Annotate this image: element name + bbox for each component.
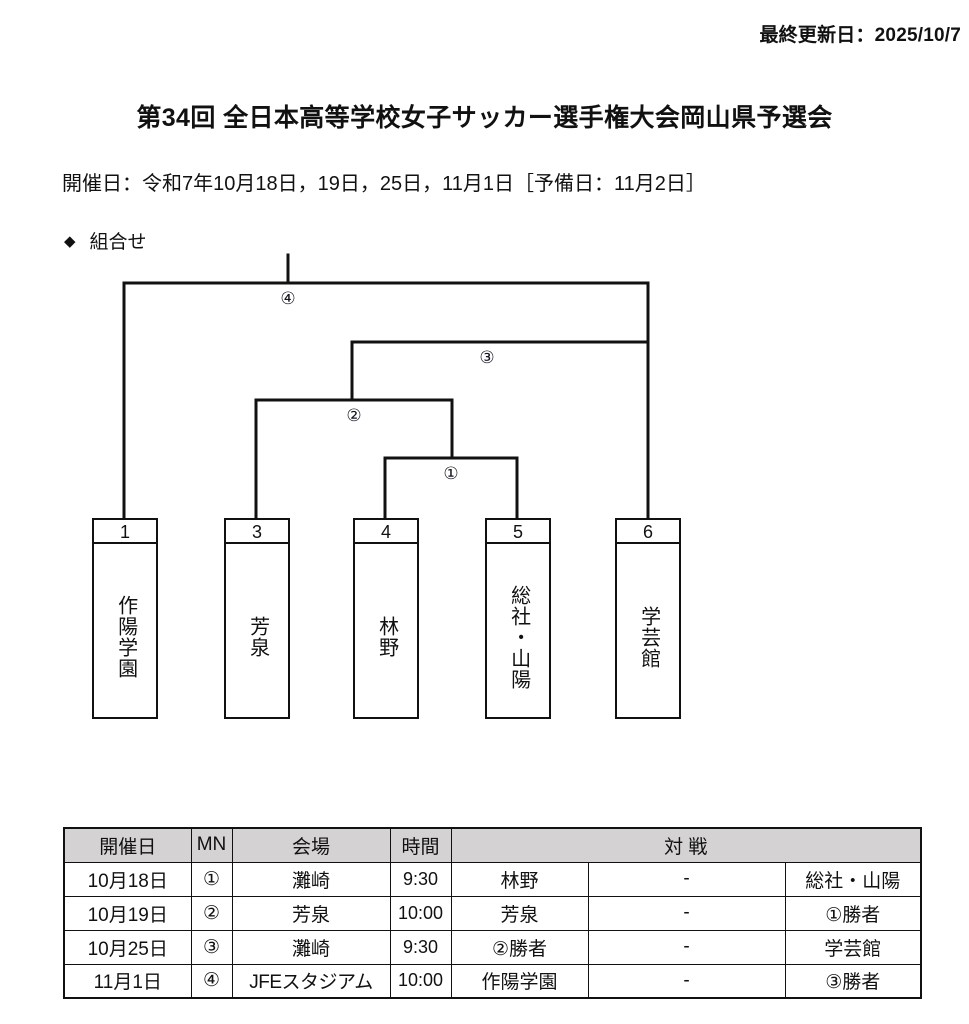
cell-away-3: 学芸館 — [784, 929, 922, 965]
cell-mn-3: ③ — [190, 929, 233, 965]
team-name-gakugeikan: 学芸館 — [637, 605, 660, 669]
team-box-soja-sanyo[interactable]: 5 総社・山陽 — [485, 518, 551, 719]
team-name-hosen: 芳泉 — [246, 616, 269, 658]
cell-mn-4: ④ — [190, 963, 233, 999]
cell-home-4: 作陽学園 — [450, 963, 589, 999]
cell-venue-4: JFEスタジアム — [231, 963, 391, 999]
table-row: 10月18日 ① 灘崎 9:30 林野 - 総社・山陽 — [63, 861, 922, 897]
team-box-sakuyo[interactable]: 1 作陽学園 — [92, 518, 158, 719]
cell-mn-1: ① — [190, 861, 233, 897]
team-name-hayashino: 林野 — [375, 616, 398, 658]
header-time: 時間 — [389, 827, 452, 863]
cell-home-2: 芳泉 — [450, 895, 589, 931]
bracket-node-1-label: ① — [443, 464, 459, 483]
cell-dash-2: - — [587, 895, 786, 931]
bracket-section-label: ◆ 組合せ — [64, 227, 147, 254]
cell-away-4: ③勝者 — [784, 963, 922, 999]
table-header-row: 開催日 MN 会場 時間 対 戦 — [63, 827, 922, 863]
cell-dash-3: - — [587, 929, 786, 965]
table-row: 10月25日 ③ 灘崎 9:30 ②勝者 - 学芸館 — [63, 929, 922, 965]
match-schedule-table: 開催日 MN 会場 時間 対 戦 10月18日 ① 灘崎 9:30 林野 - 総… — [63, 827, 922, 999]
cell-time-1: 9:30 — [389, 861, 452, 897]
cell-date-1: 10月18日 — [63, 861, 192, 897]
table-row: 10月19日 ② 芳泉 10:00 芳泉 - ①勝者 — [63, 895, 922, 931]
table-row: 11月1日 ④ JFEスタジアム 10:00 作陽学園 - ③勝者 — [63, 963, 922, 999]
team-box-gakugeikan[interactable]: 6 学芸館 — [615, 518, 681, 719]
bracket-section-label-text: 組合せ — [89, 232, 147, 253]
bracket-node-4-label: ④ — [280, 289, 296, 308]
team-box-hayashino[interactable]: 4 林野 — [353, 518, 419, 719]
cell-venue-3: 灘崎 — [231, 929, 391, 965]
cell-venue-1: 灘崎 — [231, 861, 391, 897]
team-name-sakuyo: 作陽学園 — [114, 595, 137, 679]
held-dates-text: 開催日：令和7年10月18日，19日，25日，11月1日［予備日：11月2日］ — [62, 173, 706, 195]
team-box-hosen[interactable]: 3 芳泉 — [224, 518, 290, 719]
header-mn: MN — [190, 827, 233, 863]
bracket-node-2-label: ② — [346, 406, 362, 425]
cell-home-3: ②勝者 — [450, 929, 589, 965]
cell-mn-2: ② — [190, 895, 233, 931]
team-seed-6: 6 — [617, 520, 679, 544]
cell-date-3: 10月25日 — [63, 929, 192, 965]
team-seed-3: 3 — [226, 520, 288, 544]
diamond-bullet-icon: ◆ — [64, 233, 76, 250]
cell-dash-1: - — [587, 861, 786, 897]
cell-date-2: 10月19日 — [63, 895, 192, 931]
cell-venue-2: 芳泉 — [231, 895, 391, 931]
page-title: 第34回 全日本高等学校女子サッカー選手権大会岡山県予選会 — [136, 104, 833, 132]
cell-dash-4: - — [587, 963, 786, 999]
header-date: 開催日 — [63, 827, 192, 863]
last-updated-label: 最終更新日：2025/10/7 — [759, 25, 961, 46]
header-matchup: 対 戦 — [450, 827, 922, 863]
bracket-node-3-label: ③ — [479, 348, 495, 367]
team-seed-5: 5 — [487, 520, 549, 544]
cell-time-4: 10:00 — [389, 963, 452, 999]
cell-time-2: 10:00 — [389, 895, 452, 931]
team-seed-4: 4 — [355, 520, 417, 544]
team-seed-1: 1 — [94, 520, 156, 544]
header-venue: 会場 — [231, 827, 391, 863]
cell-date-4: 11月1日 — [63, 963, 192, 999]
cell-home-1: 林野 — [450, 861, 589, 897]
cell-time-3: 9:30 — [389, 929, 452, 965]
cell-away-1: 総社・山陽 — [784, 861, 922, 897]
team-name-soja-sanyo: 総社・山陽 — [507, 584, 530, 690]
cell-away-2: ①勝者 — [784, 895, 922, 931]
